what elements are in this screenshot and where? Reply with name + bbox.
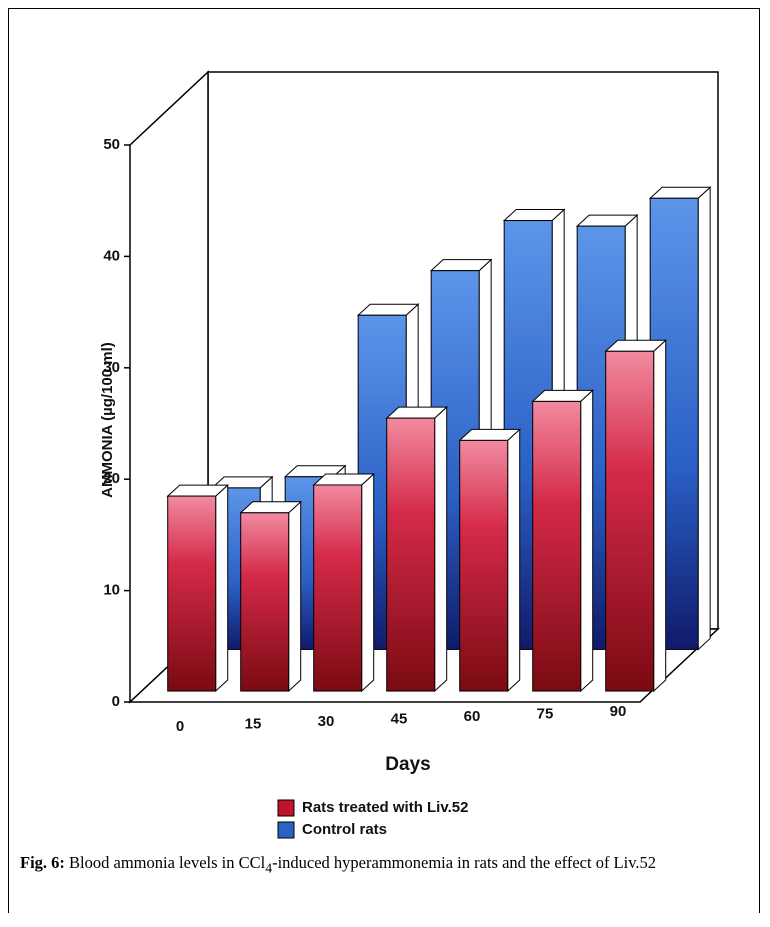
legend-label: Control rats — [302, 821, 387, 838]
chart: AMMONIA (µg/100 ml) Days 0 10 20 30 40 50 0 15 3… — [99, 70, 720, 839]
y-tick-label: 50 — [103, 136, 120, 153]
figure-frame — [8, 8, 760, 913]
y-tick-label: 30 — [103, 359, 120, 376]
caption-label: Fig. 6: — [20, 853, 65, 872]
x-tick-label: 45 — [391, 710, 408, 727]
x-tick-label: 60 — [464, 708, 481, 725]
bar-side — [288, 500, 302, 693]
x-axis-label: Days — [385, 754, 430, 775]
bar-side — [215, 483, 229, 693]
caption: Fig. 6: Blood ammonia levels in CCl4-ind… — [20, 852, 750, 878]
caption-text: Blood ammonia levels in CCl — [64, 853, 266, 872]
caption-text: -induced hyperammonemia in rats and the … — [272, 853, 657, 872]
x-tick-label: 90 — [610, 703, 627, 720]
y-tick-label: 40 — [103, 247, 120, 264]
bar — [532, 400, 582, 692]
bar — [459, 439, 509, 692]
bar — [313, 484, 363, 692]
y-tick-label: 10 — [103, 582, 120, 599]
x-tick-label: 0 — [176, 718, 184, 735]
bar-side — [434, 405, 448, 693]
y-tick-label: 20 — [103, 470, 120, 487]
legend-label: Rats treated with Liv.52 — [302, 799, 468, 816]
x-tick-label: 30 — [318, 713, 335, 730]
bar-side — [507, 428, 521, 693]
legend-swatch — [277, 799, 295, 817]
x-tick-label: 15 — [245, 715, 262, 732]
bar — [240, 512, 290, 692]
bar-side — [580, 389, 594, 693]
bar — [605, 350, 655, 692]
bar-side — [653, 339, 667, 693]
bar — [167, 495, 217, 692]
x-tick-label: 75 — [537, 705, 554, 722]
caption-sub: 4 — [265, 860, 273, 876]
y-tick-label: 0 — [112, 693, 120, 710]
legend-swatch — [277, 821, 295, 839]
bar-side — [697, 186, 711, 651]
y-axis-label: AMMONIA (µg/100 ml) — [99, 342, 116, 498]
bar-side — [361, 472, 375, 693]
bar — [386, 417, 436, 692]
